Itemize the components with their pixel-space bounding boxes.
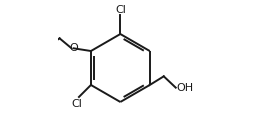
Text: Cl: Cl — [115, 5, 126, 15]
Text: O: O — [69, 43, 78, 53]
Text: Cl: Cl — [71, 99, 82, 109]
Text: OH: OH — [176, 83, 194, 93]
